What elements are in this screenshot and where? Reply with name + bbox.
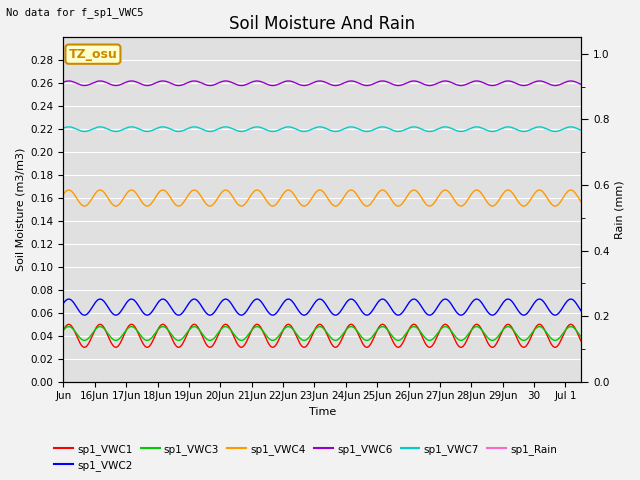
sp1_VWC7 <box>577 127 585 133</box>
sp1_VWC6 <box>552 83 560 88</box>
Legend: sp1_VWC1, sp1_VWC2, sp1_VWC3, sp1_VWC4, sp1_VWC6, sp1_VWC7, sp1_Rain: sp1_VWC1, sp1_VWC2, sp1_VWC3, sp1_VWC4, … <box>50 439 561 475</box>
sp1_VWC7 <box>85 128 93 133</box>
sp1_VWC6 <box>60 79 67 85</box>
sp1_VWC2 <box>577 308 585 314</box>
sp1_VWC3 <box>156 325 164 331</box>
sp1_VWC7 <box>60 125 67 131</box>
sp1_VWC7 <box>561 126 568 132</box>
sp1_VWC1 <box>561 330 568 336</box>
Title: Soil Moisture And Rain: Soil Moisture And Rain <box>229 15 415 33</box>
sp1_VWC6 <box>156 78 164 84</box>
sp1_VWC6 <box>348 78 355 84</box>
X-axis label: Time: Time <box>308 407 336 417</box>
sp1_Rain <box>84 379 92 384</box>
sp1_VWC2 <box>348 296 355 302</box>
sp1_VWC1 <box>81 345 88 350</box>
sp1_VWC3 <box>561 329 568 335</box>
Y-axis label: Soil Moisture (m3/m3): Soil Moisture (m3/m3) <box>15 148 25 271</box>
sp1_Rain <box>552 379 559 384</box>
sp1_VWC7 <box>348 124 355 130</box>
Line: sp1_VWC6: sp1_VWC6 <box>63 81 581 85</box>
sp1_Rain <box>365 379 372 384</box>
Line: sp1_VWC7: sp1_VWC7 <box>63 127 581 132</box>
sp1_VWC2 <box>156 298 164 303</box>
sp1_VWC6 <box>561 80 568 85</box>
sp1_VWC2 <box>81 312 88 318</box>
sp1_VWC4 <box>60 192 67 197</box>
sp1_VWC6 <box>577 82 585 87</box>
Line: sp1_VWC2: sp1_VWC2 <box>63 299 581 315</box>
sp1_VWC2 <box>60 300 67 306</box>
sp1_VWC6 <box>275 81 283 87</box>
sp1_VWC6 <box>85 82 93 88</box>
sp1_Rain <box>577 379 585 384</box>
sp1_VWC1 <box>365 343 373 348</box>
sp1_VWC4 <box>561 193 568 199</box>
sp1_VWC3 <box>348 324 355 329</box>
sp1_VWC1 <box>85 340 93 346</box>
sp1_VWC4 <box>365 202 373 208</box>
sp1_VWC1 <box>275 337 283 343</box>
sp1_Rain <box>156 379 163 384</box>
Text: TZ_osu: TZ_osu <box>68 48 117 60</box>
sp1_Rain <box>60 379 67 384</box>
sp1_VWC7 <box>552 129 560 134</box>
sp1_VWC2 <box>85 310 93 315</box>
sp1_VWC3 <box>60 327 67 333</box>
sp1_VWC4 <box>577 199 585 205</box>
sp1_VWC2 <box>552 312 560 318</box>
sp1_VWC3 <box>365 336 373 342</box>
sp1_Rain <box>559 379 567 384</box>
sp1_VWC4 <box>348 187 355 193</box>
Y-axis label: Rain (mm): Rain (mm) <box>615 180 625 239</box>
sp1_VWC6 <box>81 83 88 88</box>
sp1_VWC2 <box>365 311 373 317</box>
sp1_VWC4 <box>156 189 164 194</box>
sp1_VWC4 <box>81 203 88 209</box>
sp1_VWC1 <box>348 322 355 327</box>
sp1_VWC3 <box>275 333 283 339</box>
sp1_VWC3 <box>552 337 560 343</box>
sp1_VWC7 <box>275 127 283 133</box>
sp1_VWC7 <box>81 129 88 134</box>
sp1_VWC1 <box>577 338 585 344</box>
sp1_VWC1 <box>552 344 560 350</box>
sp1_VWC4 <box>275 198 283 204</box>
Text: No data for f_sp1_VWC5: No data for f_sp1_VWC5 <box>6 7 144 18</box>
sp1_VWC4 <box>85 200 93 206</box>
sp1_VWC7 <box>365 128 373 134</box>
sp1_VWC1 <box>60 327 67 333</box>
sp1_VWC6 <box>365 83 373 88</box>
sp1_VWC3 <box>577 334 585 340</box>
sp1_VWC3 <box>81 337 88 343</box>
Line: sp1_VWC4: sp1_VWC4 <box>63 190 581 206</box>
Line: sp1_VWC1: sp1_VWC1 <box>63 324 581 348</box>
sp1_VWC4 <box>552 203 560 209</box>
sp1_VWC3 <box>85 335 93 341</box>
sp1_VWC7 <box>156 124 164 130</box>
sp1_VWC2 <box>275 307 283 313</box>
sp1_Rain <box>275 379 282 384</box>
Line: sp1_VWC3: sp1_VWC3 <box>63 326 581 340</box>
sp1_VWC2 <box>561 302 568 308</box>
sp1_VWC1 <box>156 323 164 329</box>
